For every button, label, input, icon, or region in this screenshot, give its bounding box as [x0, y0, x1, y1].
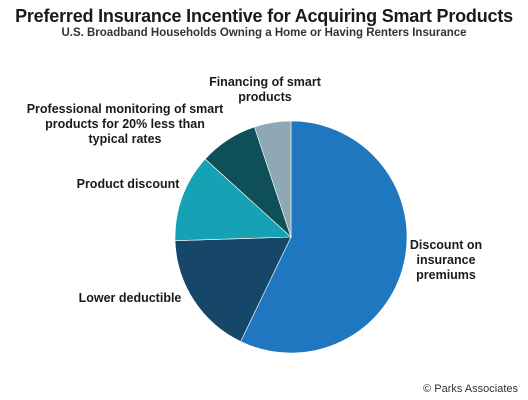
slice-label-professional-monitoring: Professional monitoring of smart product…: [26, 102, 224, 146]
copyright-credit: © Parks Associates: [423, 383, 518, 395]
chart-subtitle: U.S. Broadband Households Owning a Home …: [61, 27, 467, 39]
pie-slice-discount-on-insurance-premiums: [240, 120, 408, 354]
pie-slice-lower-deductible: [174, 236, 292, 342]
slice-label-financing-of-smart-products: Financing of smart products: [209, 75, 321, 104]
pie-slice-product-discount: [174, 158, 292, 242]
chart-title: Preferred Insurance Incentive for Acquir…: [15, 6, 513, 26]
pie-slice-financing-of-smart-products: [254, 120, 292, 238]
slice-label-lower-deductible: Lower deductible: [78, 291, 182, 305]
slice-label-discount-on-insurance-premiums: Discount on insurance premiums: [409, 238, 483, 282]
slice-label-product-discount: Product discount: [76, 177, 180, 191]
